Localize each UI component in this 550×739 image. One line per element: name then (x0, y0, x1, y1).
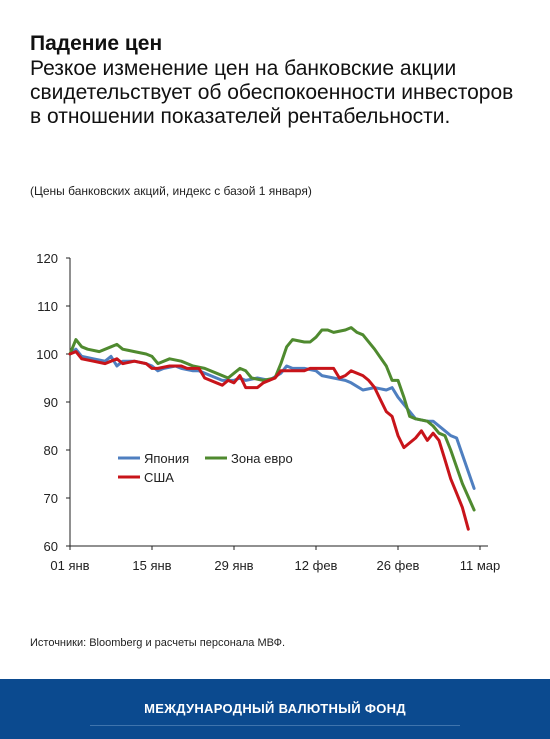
source-note: Источники: Bloomberg и расчеты персонала… (30, 637, 286, 649)
x-tick-label: 15 янв (132, 558, 171, 573)
chart-subtitle: Резкое изменение цен на банковские акции… (30, 57, 514, 128)
chart-note: (Цены банковских акций, индекс с базой 1… (30, 184, 312, 198)
y-tick-label: 120 (36, 251, 58, 266)
footer-bar: МЕЖДУНАРОДНЫЙ ВАЛЮТНЫЙ ФОНД (0, 679, 550, 739)
x-tick-label: 01 янв (50, 558, 89, 573)
x-tick-label: 29 янв (214, 558, 253, 573)
legend-label: США (144, 470, 174, 485)
y-tick-label: 90 (44, 395, 58, 410)
x-tick-label: 12 фев (295, 558, 338, 573)
x-tick-label: 11 мар (460, 558, 501, 573)
y-tick-label: 110 (37, 299, 58, 314)
series-line-Зона евро (68, 326, 476, 512)
line-chart: 60 70 80 90 100 110 120 01 янв 15 янв 29 янв 12 фе… (36, 251, 501, 573)
y-tick-label: 60 (44, 539, 58, 554)
legend-label: Япония (144, 451, 189, 466)
y-tick-label: 80 (44, 443, 58, 458)
footer-divider (90, 725, 460, 726)
y-tick-label: 70 (44, 491, 58, 506)
y-tick-label: 100 (36, 347, 58, 362)
series-line-США (68, 350, 470, 531)
legend-label: Зона евро (231, 451, 293, 466)
chart-title: Падение цен (30, 32, 163, 55)
x-tick-label: 26 фев (377, 558, 420, 573)
footer-organization: МЕЖДУНАРОДНЫЙ ВАЛЮТНЫЙ ФОНД (144, 701, 406, 716)
